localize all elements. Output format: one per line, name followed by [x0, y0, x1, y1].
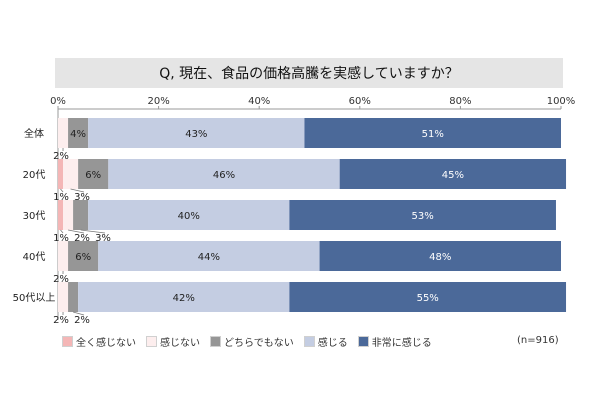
data-label: 4%	[70, 129, 86, 140]
bar-segment	[63, 200, 74, 230]
legend-label: どちらでもない	[224, 338, 294, 349]
legend-item: 全く感じない	[62, 334, 136, 349]
bar-segment	[58, 282, 69, 312]
category-label: 50代以上	[13, 292, 56, 304]
bar-segment	[68, 241, 99, 271]
bar-segment	[58, 118, 69, 148]
data-label: 51%	[422, 129, 444, 140]
bar-segment	[88, 200, 290, 230]
sample-size-note: (n=916)	[517, 335, 559, 346]
bar-segment	[78, 282, 290, 312]
legend-swatch	[357, 336, 369, 347]
legend-item: 感じる	[303, 334, 348, 349]
data-label: 3%	[74, 192, 90, 203]
data-label: 43%	[185, 129, 207, 140]
x-tick-label: 60%	[349, 96, 371, 107]
legend-label: 全く感じない	[76, 338, 136, 349]
leader-line	[80, 229, 106, 234]
data-label: 42%	[173, 293, 195, 304]
leader-line	[60, 188, 64, 193]
legend-item: 感じない	[146, 334, 200, 349]
leader-line	[72, 311, 85, 316]
data-label: 6%	[85, 170, 101, 181]
bar-segment	[108, 159, 340, 189]
bar-segment	[58, 159, 64, 189]
legend-label: 非常に感じる	[371, 338, 432, 349]
data-label: 3%	[95, 233, 111, 244]
leader-line	[67, 229, 85, 234]
x-tick-label: 20%	[147, 96, 169, 107]
data-label: 55%	[417, 293, 439, 304]
bar-segment	[304, 118, 561, 148]
chart-title: Q, 現在、食品の価格高騰を実感していますか？	[55, 58, 563, 88]
bar-segment	[68, 118, 89, 148]
category-label: 全体	[24, 127, 44, 140]
bar-segment	[58, 200, 64, 230]
x-tick-label: 80%	[449, 96, 471, 107]
legend-label: 感じる	[317, 338, 348, 349]
data-label: 40%	[178, 211, 200, 222]
x-tick-label: 100%	[547, 96, 576, 107]
chart-legend: 全く感じない 感じない どちらでもない 感じる 非常に感じる	[62, 334, 442, 349]
legend-label: 感じない	[160, 338, 200, 349]
bar-segment	[98, 241, 320, 271]
data-label: 45%	[442, 170, 464, 181]
legend-swatch	[210, 336, 221, 347]
data-label: 53%	[412, 211, 434, 222]
bar-segment	[339, 159, 567, 189]
bar-segment	[58, 241, 69, 271]
bar-segment	[68, 282, 79, 312]
bar-segment	[88, 118, 305, 148]
data-label: 2%	[53, 151, 69, 162]
category-label: 20代	[23, 169, 46, 181]
data-label: 48%	[429, 252, 451, 263]
leader-line	[60, 229, 64, 234]
x-tick-label: 0%	[50, 96, 66, 107]
data-label: 46%	[213, 170, 235, 181]
data-label: 2%	[74, 315, 90, 326]
bar-segment	[78, 159, 109, 189]
legend-swatch	[146, 336, 157, 347]
x-tick-label: 40%	[248, 96, 270, 107]
category-label: 40代	[23, 251, 46, 263]
data-label: 2%	[53, 274, 69, 285]
data-label: 2%	[74, 233, 90, 244]
legend-swatch	[62, 336, 73, 347]
bar-segment	[289, 200, 556, 230]
bar-segment	[63, 159, 79, 189]
data-label: 6%	[75, 252, 91, 263]
legend-item: どちらでもない	[210, 334, 294, 349]
bar-segment	[319, 241, 561, 271]
bar-segment	[73, 200, 89, 230]
bar-segment	[289, 282, 567, 312]
data-label: 44%	[198, 252, 220, 263]
category-label: 30代	[23, 210, 46, 222]
data-label: 2%	[53, 315, 69, 326]
leader-line	[70, 188, 85, 193]
legend-swatch	[303, 336, 315, 347]
legend-item: 非常に感じる	[357, 334, 432, 349]
data-label: 1%	[53, 233, 69, 244]
data-label: 1%	[53, 192, 69, 203]
